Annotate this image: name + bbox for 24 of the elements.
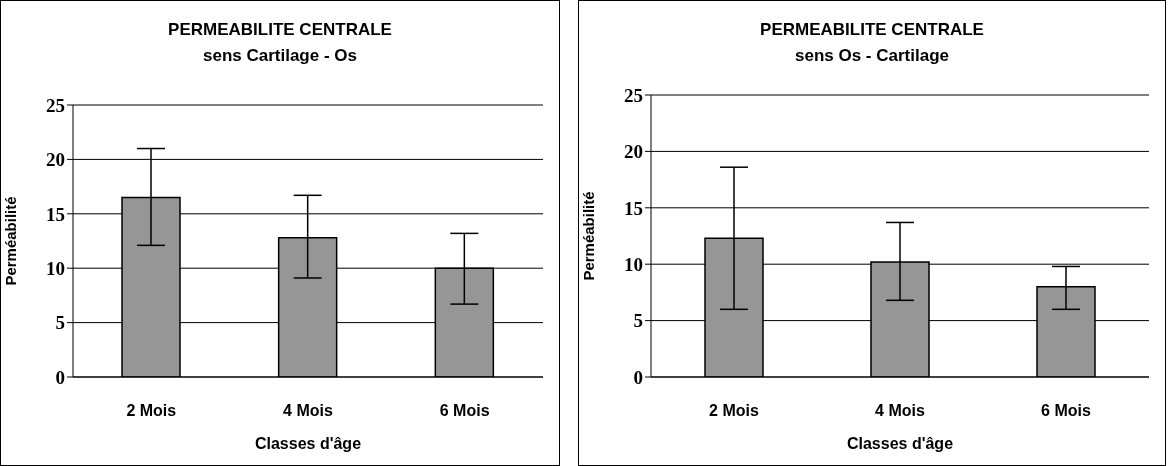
y-tick-label: 25 — [46, 94, 65, 116]
y-tick-label: 10 — [624, 253, 643, 275]
y-tick-label: 15 — [46, 203, 65, 225]
y-tick-label: 0 — [55, 366, 65, 388]
x-tick-label: 4 Mois — [283, 402, 333, 420]
chart-title: PERMEABILITE CENTRALE sens Os - Cartilage — [759, 19, 985, 67]
y-tick-label: 15 — [624, 197, 643, 219]
x-tick-label: 2 Mois — [709, 402, 759, 420]
chart-title: PERMEABILITE CENTRALE sens Cartilage - Os — [167, 19, 393, 67]
x-tick-label: 2 Mois — [126, 402, 177, 420]
y-tick-label: 5 — [633, 310, 643, 332]
x-axis-title: Classes d'âge — [254, 435, 362, 452]
y-tick-label: 0 — [633, 366, 643, 388]
x-axis-title: Classes d'âge — [846, 435, 954, 452]
y-axis-title: Perméabilité — [2, 196, 20, 286]
y-tick-label: 25 — [624, 84, 643, 106]
x-tick-label: 4 Mois — [875, 402, 925, 420]
y-tick-label: 5 — [55, 312, 65, 334]
y-tick-label: 20 — [624, 141, 643, 163]
x-tick-label: 6 Mois — [439, 402, 490, 420]
x-tick-label: 6 Mois — [1041, 402, 1091, 420]
y-tick-label: 10 — [46, 257, 65, 279]
y-axis-title: Perméabilité — [580, 191, 598, 281]
y-tick-label: 20 — [46, 149, 65, 171]
